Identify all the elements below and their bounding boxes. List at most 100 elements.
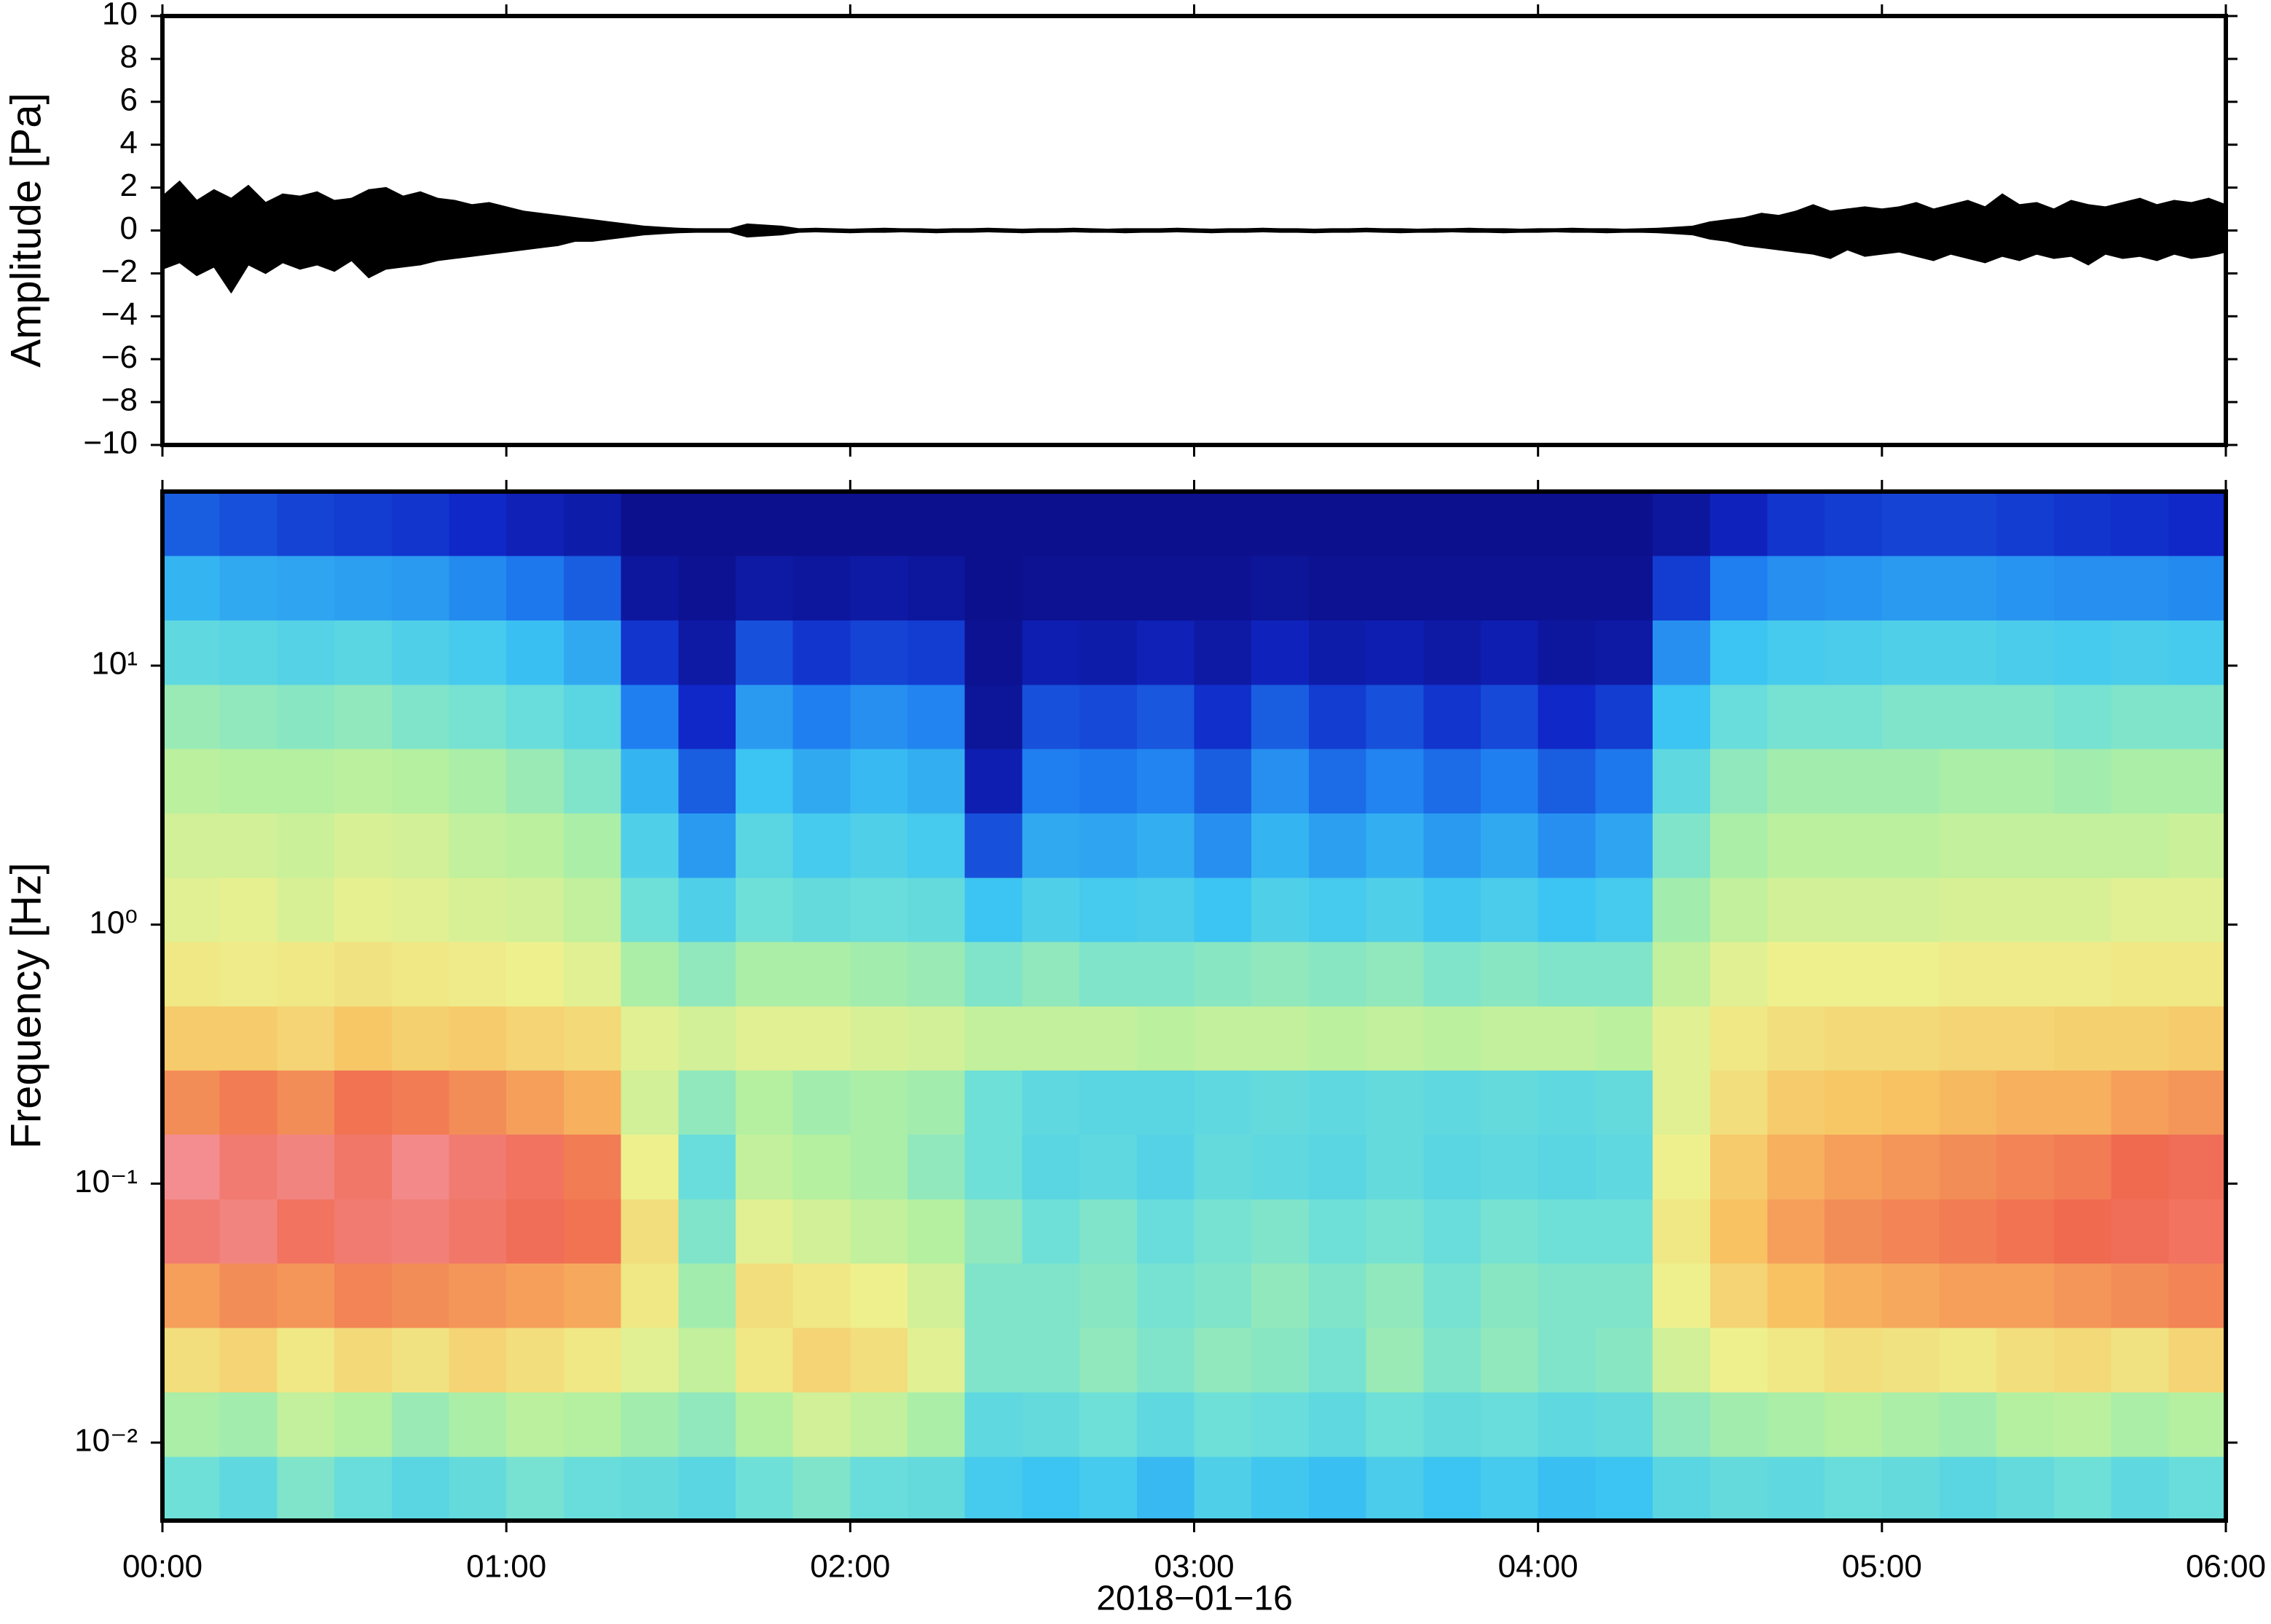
y-tick-label: 4 <box>120 125 138 160</box>
spectrogram-cell <box>1825 684 1883 749</box>
spectrogram-cell <box>506 1134 564 1199</box>
spectrogram-cell <box>277 1070 335 1135</box>
spectrogram-cell <box>1251 1006 1310 1071</box>
waveform-segment <box>1812 204 1831 259</box>
spectrogram-cell <box>277 1199 335 1264</box>
spectrogram-cell <box>1480 555 1539 620</box>
spectrogram-cell <box>2053 1263 2112 1328</box>
spectrogram-cell <box>1423 941 1481 1007</box>
spectrogram-cell <box>1825 877 1883 942</box>
spectrogram-cell <box>391 1199 450 1264</box>
waveform-segment <box>1331 228 1350 233</box>
spectrogram-cell <box>2168 1199 2227 1264</box>
spectrogram-cell <box>334 1263 393 1328</box>
spectrogram-cell <box>162 1006 221 1071</box>
spectrogram-cell <box>2053 620 2112 685</box>
spectrogram-cell <box>621 1134 679 1199</box>
spectrogram-cell <box>1423 1134 1481 1199</box>
spectrogram-cell <box>621 1263 679 1328</box>
spectrogram-cell <box>908 1006 966 1071</box>
spectrogram-cell <box>334 1070 393 1135</box>
waveform-segment <box>832 228 851 234</box>
spectrogram-cell <box>1423 684 1481 749</box>
spectrogram-cell <box>563 1392 622 1457</box>
spectrogram-cell <box>1595 941 1653 1007</box>
waveform-segment <box>867 227 886 233</box>
spectrogram-cell <box>964 749 1023 813</box>
spectrogram-cell <box>1653 1199 1711 1264</box>
spectrogram-cell <box>1939 877 1997 942</box>
spectrogram-cell <box>1423 1456 1481 1521</box>
spectrogram-cell <box>1709 492 1768 556</box>
spectrogram-cell <box>792 1263 851 1328</box>
spectrogram-cell <box>1709 941 1768 1007</box>
spectrogram-cell <box>1709 749 1768 813</box>
spectrogram-cell <box>850 684 908 749</box>
spectrogram-cell <box>1136 813 1195 878</box>
spectrogram-cell <box>2053 813 2112 878</box>
spectrogram-cell <box>162 684 221 749</box>
waveform-segment <box>1090 228 1109 233</box>
waveform-segment <box>2087 204 2106 266</box>
x-tick-label: 00:00 <box>122 1549 202 1585</box>
spectrogram-cell <box>277 492 335 556</box>
waveform-segment <box>1606 228 1625 234</box>
waveform-segment <box>282 193 301 270</box>
y-tick-label: 6 <box>120 82 138 117</box>
spectrogram-cell <box>1022 1328 1080 1392</box>
spectrogram-cell <box>1308 749 1367 813</box>
spectrogram-cell <box>1480 684 1539 749</box>
spectrogram-cell <box>334 492 393 556</box>
spectrogram-cell <box>621 1070 679 1135</box>
spectrogram-cell <box>1308 1134 1367 1199</box>
spectrogram-cell <box>1767 1006 1825 1071</box>
spectrogram-cell <box>162 555 221 620</box>
spectrogram-cell <box>1251 1456 1310 1521</box>
spectrogram-cell <box>1079 1392 1138 1457</box>
spectrogram-cell <box>1194 877 1252 942</box>
spectrogram-cell <box>1538 1392 1596 1457</box>
spectrogram-cell <box>2168 1392 2227 1457</box>
waveform-segment <box>609 221 628 240</box>
spectrogram-cell <box>2111 1199 2169 1264</box>
spectrogram-cell <box>1366 749 1424 813</box>
spectrogram-cell <box>277 941 335 1007</box>
spectrogram-cell <box>219 749 278 813</box>
spectrogram-cell <box>1538 1263 1596 1328</box>
spectrogram-cell <box>219 1070 278 1135</box>
spectrogram-cell <box>2053 941 2112 1007</box>
waveform-segment <box>1623 228 1642 233</box>
spectrogram-cell <box>735 1070 794 1135</box>
waveform-segment <box>1674 225 1693 236</box>
spectrogram-cell <box>1079 1456 1138 1521</box>
spectrogram-cell <box>792 620 851 685</box>
spectrogram-cell <box>1653 941 1711 1007</box>
spectrogram-cell <box>1251 1199 1310 1264</box>
spectrogram-cell <box>621 877 679 942</box>
spectrogram-cell <box>506 941 564 1007</box>
spectrogram-cell <box>1079 620 1138 685</box>
waveform-segment <box>2173 200 2192 259</box>
waveform-segment <box>1227 228 1247 233</box>
spectrogram-cell <box>1423 749 1481 813</box>
spectrogram-cell <box>1022 1392 1080 1457</box>
spectrogram-cell <box>1653 1263 1711 1328</box>
spectrogram-cell <box>735 1199 794 1264</box>
spectrogram-cell <box>1251 941 1310 1007</box>
spectrogram-cell <box>1366 684 1424 749</box>
spectrogram-cell <box>1308 620 1367 685</box>
waveform-segment <box>454 200 473 259</box>
spectrogram-cell <box>277 1392 335 1457</box>
spectrogram-cell <box>334 555 393 620</box>
spectrogram-cell <box>449 813 507 878</box>
spectrogram-cell <box>1939 1456 1997 1521</box>
waveform-segment <box>334 197 353 272</box>
waveform-segment <box>883 227 902 233</box>
spectrogram-cell <box>2053 1134 2112 1199</box>
spectrogram-cell <box>850 1263 908 1328</box>
spectrogram-cell <box>1996 620 2055 685</box>
spectrogram-cell <box>1767 877 1825 942</box>
spectrogram-cell <box>563 1006 622 1071</box>
spectrogram-cell <box>2111 620 2169 685</box>
spectrogram-cell <box>1767 1456 1825 1521</box>
